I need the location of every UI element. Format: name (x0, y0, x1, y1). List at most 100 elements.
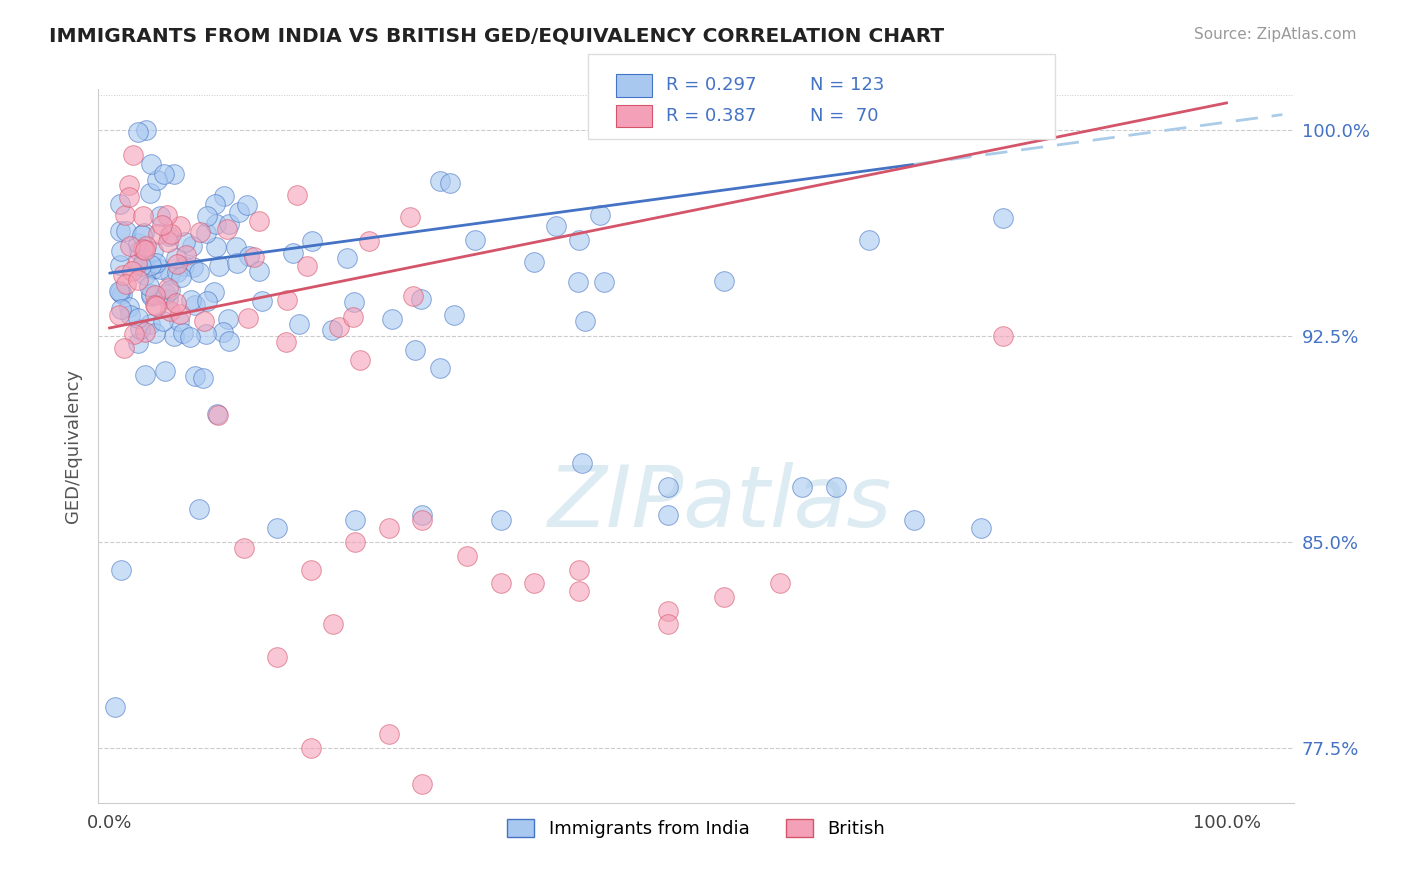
Point (991, 211, 1014, 226)
Point (301, 235, 323, 249)
Point (274, 335, 297, 350)
Point (127, 336, 149, 351)
Point (107, 285, 129, 299)
Point (110, 244, 132, 258)
Point (202, 285, 225, 300)
Point (135, 239, 157, 253)
Point (247, 264, 270, 278)
Point (163, 167, 186, 181)
Point (657, 480, 679, 494)
Point (165, 296, 187, 310)
Point (110, 301, 132, 316)
Point (104, 699, 127, 714)
Point (574, 314, 596, 328)
Point (903, 513, 925, 527)
Point (226, 256, 249, 270)
Point (143, 288, 166, 302)
Point (128, 322, 150, 336)
Point (149, 209, 172, 223)
Point (169, 219, 191, 233)
Point (218, 334, 240, 348)
Point (139, 289, 162, 303)
Point (145, 326, 167, 341)
Point (134, 268, 156, 282)
Point (567, 275, 589, 289)
Point (118, 178, 141, 192)
Point (404, 343, 426, 357)
Point (134, 252, 156, 266)
Point (657, 604, 679, 618)
Point (464, 233, 486, 247)
Point (523, 255, 546, 269)
Point (132, 209, 155, 223)
Point (381, 311, 404, 326)
Text: N = 123: N = 123 (810, 77, 884, 95)
FancyBboxPatch shape (616, 104, 652, 128)
Point (149, 261, 172, 276)
Point (127, 257, 149, 271)
Point (204, 197, 226, 211)
Point (170, 270, 193, 285)
Point (121, 264, 143, 278)
Point (134, 226, 156, 240)
Point (342, 310, 364, 325)
Point (150, 218, 173, 232)
Point (288, 317, 311, 331)
Point (184, 368, 207, 383)
Point (824, 480, 846, 494)
Point (114, 207, 136, 221)
Point (328, 319, 350, 334)
Point (204, 217, 226, 231)
Point (568, 584, 591, 599)
Point (172, 326, 194, 341)
Point (191, 371, 214, 385)
Point (217, 312, 239, 326)
Point (122, 326, 145, 341)
Point (159, 283, 181, 297)
Point (139, 287, 162, 301)
Point (134, 325, 156, 339)
Point (142, 244, 165, 258)
Point (207, 408, 229, 422)
Point (114, 277, 136, 292)
Point (166, 265, 188, 279)
Point (160, 227, 183, 242)
Legend: Immigrants from India, British: Immigrants from India, British (498, 810, 894, 847)
Point (281, 245, 304, 260)
Point (120, 308, 142, 322)
Point (138, 279, 160, 293)
Point (132, 242, 155, 256)
Point (142, 262, 165, 277)
Point (236, 198, 259, 212)
Point (187, 502, 209, 516)
Point (657, 617, 679, 632)
Point (349, 352, 371, 367)
Point (108, 197, 131, 211)
Point (276, 293, 298, 307)
Point (155, 287, 177, 301)
Point (489, 513, 512, 527)
Point (118, 190, 141, 204)
Point (166, 257, 188, 271)
Point (129, 259, 152, 273)
Point (713, 590, 735, 604)
Point (359, 234, 381, 248)
Point (187, 265, 209, 279)
Point (163, 329, 186, 343)
Point (399, 211, 422, 225)
Point (157, 229, 180, 244)
Point (108, 285, 131, 300)
Point (139, 186, 162, 201)
Point (153, 364, 176, 378)
Point (401, 289, 423, 303)
Point (336, 252, 359, 266)
Point (228, 205, 250, 219)
Point (127, 310, 149, 325)
Point (218, 217, 240, 231)
Point (180, 293, 202, 307)
Point (131, 228, 153, 243)
Point (243, 251, 266, 265)
Point (195, 293, 218, 308)
Point (236, 311, 259, 326)
Point (285, 188, 308, 202)
